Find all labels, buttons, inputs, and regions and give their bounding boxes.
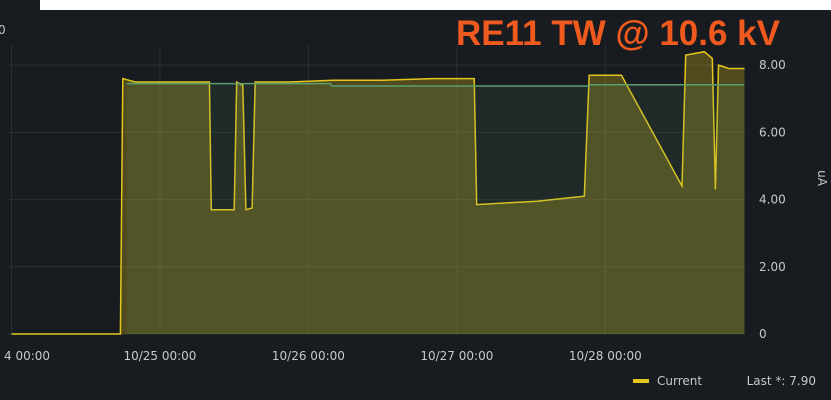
legend-stat: Last *: 7.90 [747, 374, 816, 388]
series-line [126, 82, 745, 87]
x-tick-label: 10/28 00:00 [569, 349, 642, 363]
y-tick-label: 2.00 [759, 260, 786, 274]
x-tick-label: 10/25 00:00 [123, 349, 196, 363]
chart-title: RE11 TW @ 10.6 kV [456, 14, 781, 53]
x-tick-label: 10/27 00:00 [420, 349, 493, 363]
header-fragment: 0 [0, 23, 6, 37]
series-area [126, 83, 745, 334]
series-line [11, 50, 745, 335]
y-tick-label: 4.00 [759, 193, 786, 207]
y-tick-label: 8.00 [759, 58, 786, 72]
legend-label: Current [657, 374, 702, 388]
series-area [11, 51, 745, 334]
y-tick-label: 6.00 [759, 125, 786, 139]
x-tick-label: 10/26 00:00 [272, 349, 345, 363]
x-tick-label: 4 00:00 [4, 349, 50, 363]
y-tick-label: 0 [759, 327, 767, 341]
legend-swatch [633, 379, 649, 383]
top-band [40, 0, 831, 10]
y-axis-label: uA [815, 170, 829, 187]
